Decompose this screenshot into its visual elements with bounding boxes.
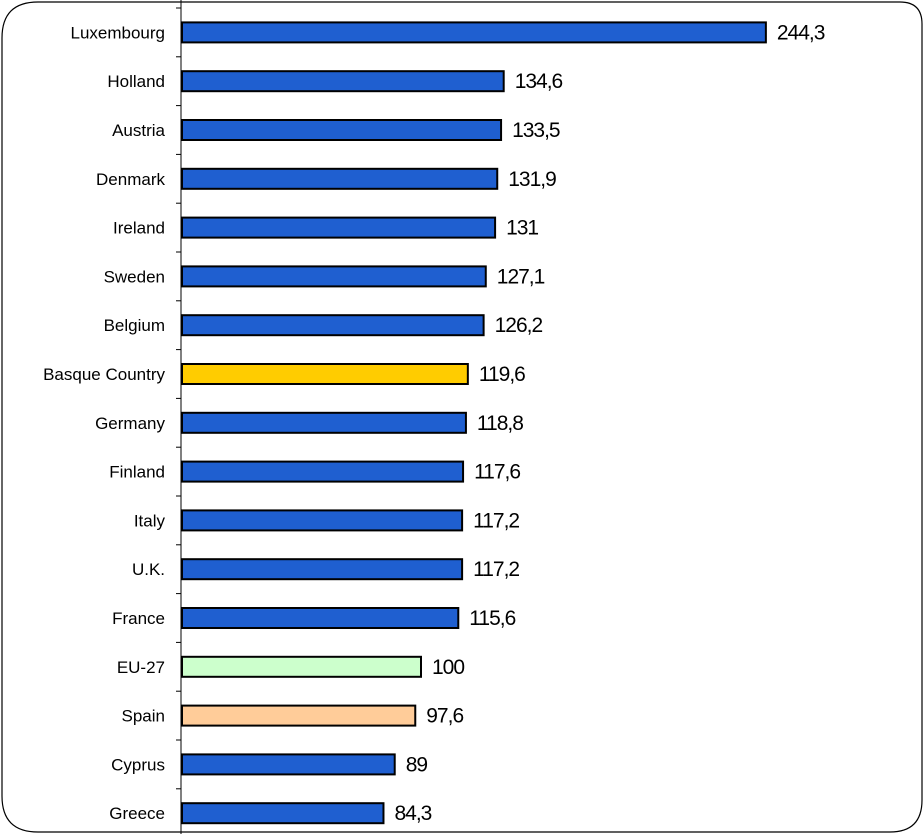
- category-label: Denmark: [96, 170, 165, 189]
- data-label: 100: [432, 656, 464, 679]
- bar: [181, 21, 767, 44]
- data-label: 84,3: [394, 802, 431, 825]
- bar: [181, 265, 487, 288]
- category-label: Sweden: [104, 267, 165, 286]
- data-label: 127,1: [497, 265, 545, 288]
- bar: [181, 704, 417, 727]
- bar: [181, 460, 465, 483]
- bar: [181, 802, 385, 825]
- bar: [181, 411, 467, 434]
- data-label: 117,2: [473, 558, 519, 581]
- data-label: 117,6: [474, 461, 520, 484]
- category-label: Holland: [107, 72, 165, 91]
- data-label: 119,6: [479, 363, 525, 386]
- bar: [181, 119, 503, 141]
- category-label: France: [112, 609, 165, 628]
- bar: [181, 655, 422, 678]
- data-label: 244,3: [777, 21, 825, 44]
- category-label: Luxembourg: [70, 23, 165, 42]
- data-label: 131: [506, 217, 538, 240]
- data-label: 115,6: [469, 607, 515, 630]
- category-label: Italy: [134, 511, 166, 530]
- data-label: 126,2: [495, 314, 543, 337]
- data-label: 89: [406, 753, 428, 776]
- category-label: Basque Country: [43, 365, 165, 384]
- category-label: Cyprus: [111, 755, 165, 774]
- data-label: 118,8: [477, 412, 523, 435]
- category-label: Spain: [122, 707, 165, 726]
- category-label: Greece: [109, 804, 165, 823]
- data-label: 97,6: [426, 705, 463, 728]
- bar: [181, 607, 460, 629]
- category-label: U.K.: [132, 560, 165, 579]
- bar: [181, 314, 485, 337]
- category-label: Germany: [95, 414, 165, 433]
- category-label: Finland: [109, 463, 165, 482]
- data-label: 133,5: [512, 119, 560, 142]
- bar: [181, 70, 505, 93]
- bar: [181, 753, 396, 776]
- bar: [181, 167, 499, 190]
- bar: [181, 363, 469, 385]
- category-label: Austria: [112, 121, 165, 140]
- category-label: EU-27: [117, 658, 165, 677]
- bar: [181, 216, 497, 239]
- plot-area: Luxembourg 244,3 Holland 134,6 Austria 133,5 D…: [43, 0, 826, 834]
- data-label: 117,2: [473, 509, 519, 532]
- data-label: 131,9: [508, 168, 556, 191]
- category-label: Belgium: [104, 316, 165, 335]
- category-label: Ireland: [113, 219, 165, 238]
- bar: [181, 509, 464, 532]
- data-label: 134,6: [515, 70, 563, 93]
- bar: [181, 558, 464, 581]
